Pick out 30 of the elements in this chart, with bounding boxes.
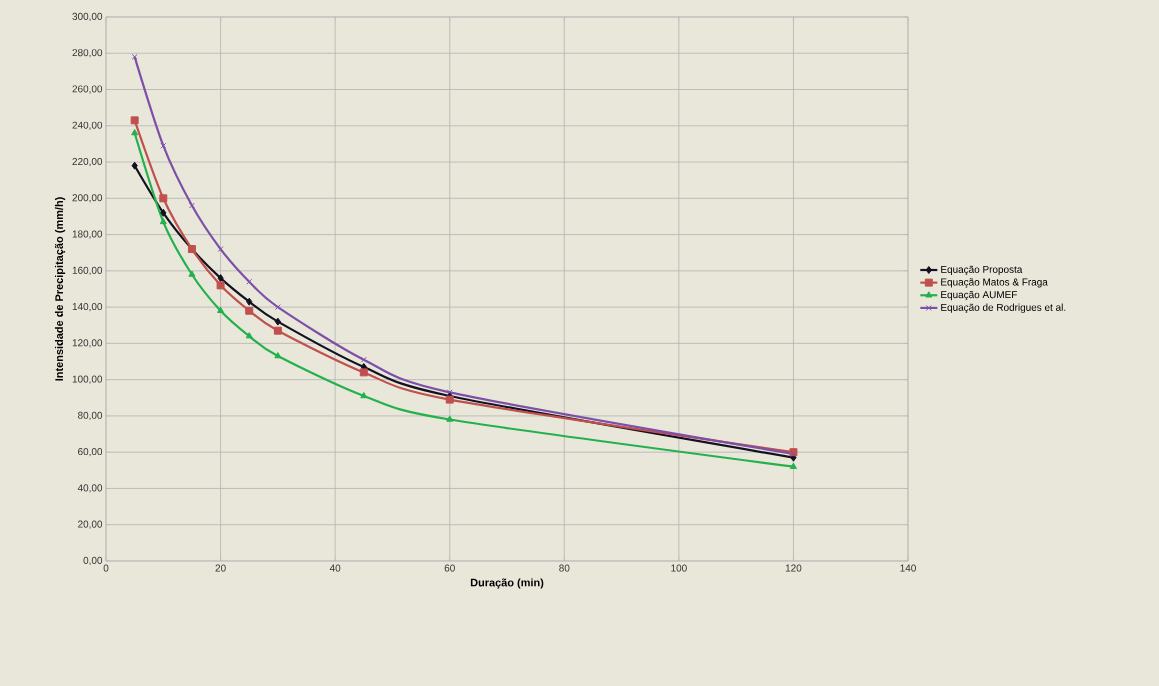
y-tick-label: 20,00	[78, 520, 103, 529]
x-tick-label: 0	[103, 564, 109, 572]
y-tick-label: 300,00	[72, 12, 103, 22]
x-tick-label: 140	[900, 564, 916, 572]
legend-label: Equação Matos & Fraga	[941, 278, 1048, 288]
y-tick-label: 40,00	[77, 484, 103, 493]
y-tick-label: 0,00	[83, 556, 103, 566]
y-tick-label: 240,00	[72, 121, 103, 130]
x-tick-label: 20	[215, 564, 226, 572]
y-tick-label: 140,00	[72, 303, 103, 312]
y-tick-label: 200,00	[72, 194, 103, 203]
x-tick-label: 40	[329, 564, 341, 572]
y-tick-label: 160,00	[72, 266, 103, 275]
x-tick-label: 60	[444, 564, 455, 572]
x-tick-label: 80	[559, 564, 570, 572]
legend-label: Equação Proposta	[941, 265, 1023, 275]
y-tick-label: 60,00	[78, 448, 103, 457]
y-tick-label: 280,00	[72, 49, 103, 58]
legend-label: Equação AUMEF	[941, 290, 1017, 301]
y-tick-label: 260,00	[72, 85, 103, 94]
y-tick-label: 220,00	[72, 157, 103, 167]
x-tick-label: 120	[785, 564, 802, 572]
y-tick-label: 80,00	[78, 411, 103, 421]
x-tick-label: 100	[671, 564, 687, 572]
y-tick-label: 120,00	[72, 339, 103, 348]
x-axis-title: Duração (min)	[470, 578, 544, 589]
y-axis-title: Intensidade de Precipitação (mm/h)	[54, 197, 66, 381]
y-tick-label: 100,00	[72, 375, 103, 384]
y-tick-label: 180,00	[72, 230, 103, 239]
legend-label: Equação de Rodrigues et al.	[941, 303, 1066, 313]
